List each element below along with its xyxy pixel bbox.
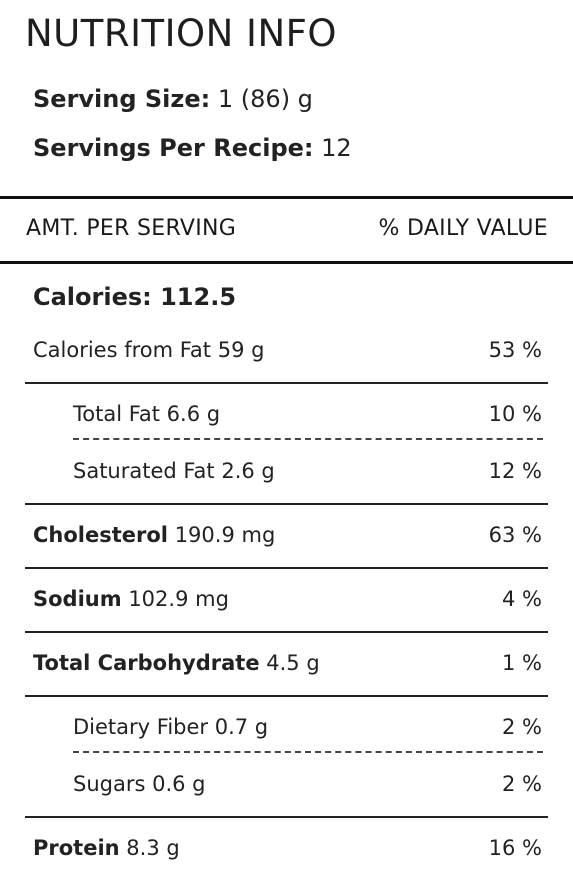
row-divider-dashed (73, 438, 543, 440)
serving-size-label: Serving Size: (33, 85, 211, 113)
header-daily-value: % DAILY VALUE (378, 216, 548, 241)
row-divider-dashed (73, 751, 543, 753)
nutrient-daily-value: 63 % (488, 523, 542, 547)
nutrient-label: Cholesterol 190.9 mg (33, 523, 276, 547)
serving-size-value: 1 (86) g (217, 85, 313, 113)
row-divider (25, 631, 548, 633)
serving-size: Serving Size: 1 (86) g (33, 85, 313, 113)
nutrient-row-cholesterol: Cholesterol 190.9 mg 63 % (33, 523, 542, 547)
servings-per-recipe-label: Servings Per Recipe: (33, 134, 314, 162)
nutrient-label: Saturated Fat 2.6 g (73, 459, 275, 483)
nutrient-label: Dietary Fiber 0.7 g (73, 715, 269, 739)
nutrient-daily-value: 2 % (502, 715, 542, 739)
nutrient-row-sugars: Sugars 0.6 g 2 % (73, 772, 542, 796)
row-divider (25, 503, 548, 505)
nutrient-daily-value: 1 % (502, 651, 542, 675)
header-amount-per-serving: AMT. PER SERVING (26, 216, 237, 241)
servings-per-recipe-value: 12 (321, 134, 352, 162)
nutrient-row-saturated-fat: Saturated Fat 2.6 g 12 % (73, 459, 542, 483)
nutrient-row-dietary-fiber: Dietary Fiber 0.7 g 2 % (73, 715, 542, 739)
nutrient-daily-value: 16 % (488, 836, 542, 860)
header-top-rule (0, 196, 573, 199)
nutrition-title: NUTRITION INFO (25, 12, 338, 55)
nutrient-label: Total Fat 6.6 g (73, 402, 221, 426)
nutrient-daily-value: 2 % (502, 772, 542, 796)
nutrient-daily-value: 4 % (502, 587, 542, 611)
nutrient-label: Calories from Fat 59 g (33, 338, 265, 362)
row-divider (25, 382, 548, 384)
header-bottom-rule (0, 261, 573, 264)
nutrient-row-protein: Protein 8.3 g 16 % (33, 836, 542, 860)
nutrient-row-sodium: Sodium 102.9 mg 4 % (33, 587, 542, 611)
nutrient-label: Total Carbohydrate 4.5 g (33, 651, 320, 675)
nutrient-daily-value: 10 % (488, 402, 542, 426)
table-header: AMT. PER SERVING % DAILY VALUE (26, 216, 548, 241)
nutrient-daily-value: 53 % (488, 338, 542, 362)
row-divider (25, 695, 548, 697)
nutrient-label: Protein 8.3 g (33, 836, 180, 860)
nutrient-label: Sugars 0.6 g (73, 772, 206, 796)
nutrient-row-total-fat: Total Fat 6.6 g 10 % (73, 402, 542, 426)
nutrient-label: Sodium 102.9 mg (33, 587, 229, 611)
row-divider (25, 567, 548, 569)
nutrient-row-calories-from-fat: Calories from Fat 59 g 53 % (33, 338, 542, 362)
servings-per-recipe: Servings Per Recipe: 12 (33, 134, 352, 162)
nutrient-daily-value: 12 % (488, 459, 542, 483)
nutrient-row-total-carbohydrate: Total Carbohydrate 4.5 g 1 % (33, 651, 542, 675)
calories-total: Calories: 112.5 (33, 283, 237, 311)
row-divider (25, 816, 548, 818)
